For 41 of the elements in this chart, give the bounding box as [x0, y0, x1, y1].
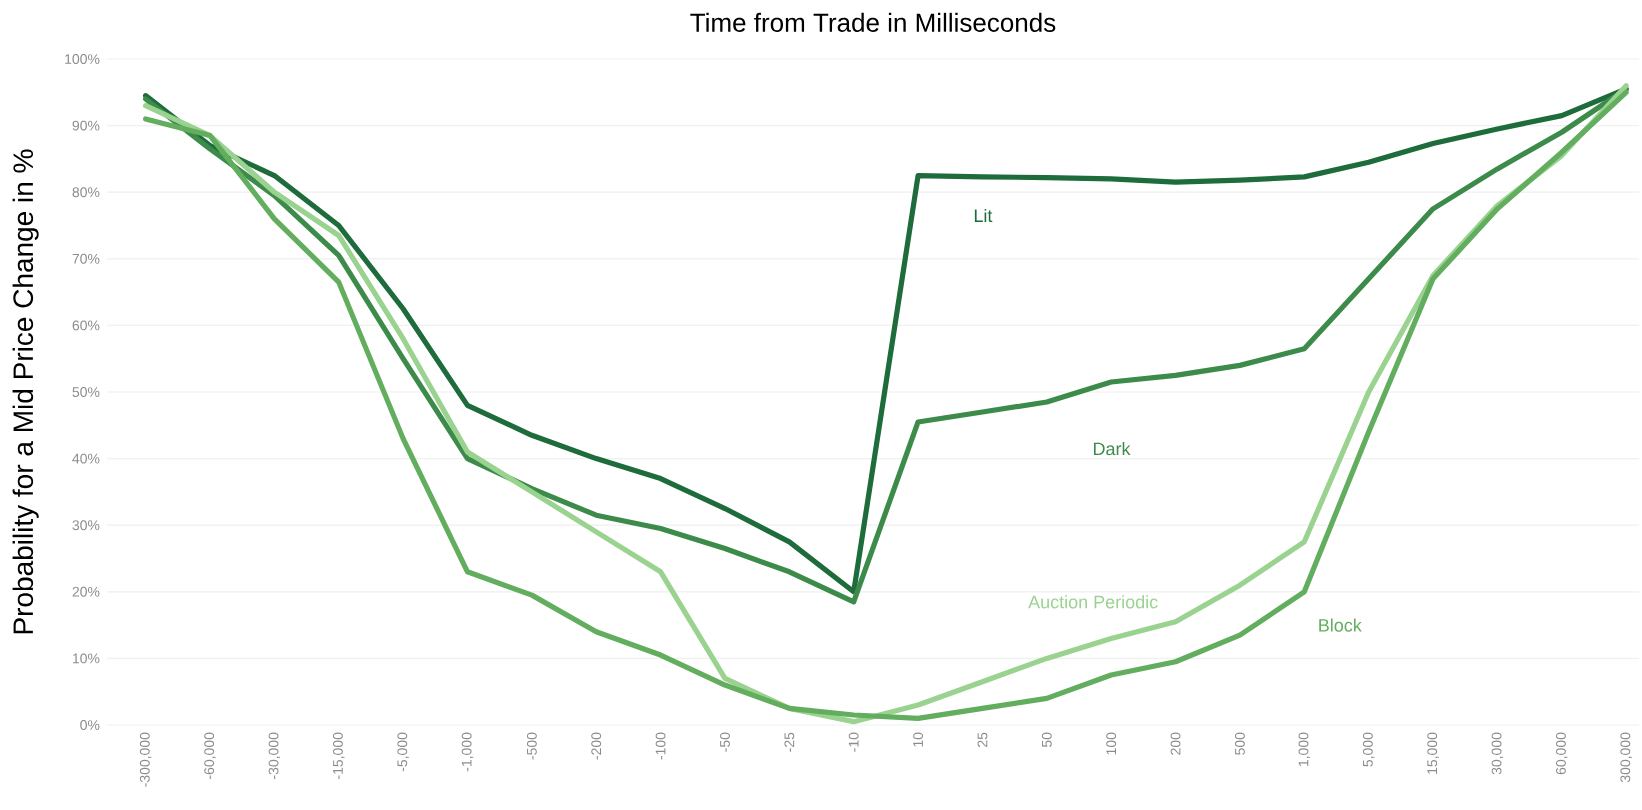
x-tick-label: -1,000 [461, 732, 474, 772]
x-tick-label: -500 [526, 732, 537, 760]
x-tick-label: 100 [1106, 732, 1117, 755]
x-tick-label: 500 [1234, 732, 1245, 755]
x-tick-label: -300,000 [139, 732, 152, 787]
x-tick-label: 25 [977, 732, 988, 747]
x-tick-label: 15,000 [1427, 732, 1439, 774]
x-tick-label: -10 [848, 732, 859, 752]
y-tick-label: 50% [72, 387, 100, 397]
x-tick-label: 300,000 [1620, 732, 1632, 783]
x-tick-label: -5,000 [397, 732, 409, 772]
x-tick-label: 30,000 [1491, 732, 1504, 775]
y-tick-label: 70% [72, 253, 100, 264]
x-tick-label: 1,000 [1298, 732, 1311, 767]
y-tick-label: 90% [72, 120, 100, 131]
text: Dark [1093, 442, 1131, 456]
y-tick-label: 0% [80, 720, 100, 730]
x-tick-label: -60,000 [204, 732, 216, 779]
y-tick-label: 10% [72, 653, 100, 664]
series-label: Auction Periodic [1028, 595, 1158, 609]
y-tick-label: 80% [72, 187, 100, 198]
x-tick-label: -100 [655, 732, 666, 760]
y-tick-label: 20% [72, 586, 100, 597]
x-tick-label: -200 [591, 732, 602, 760]
y-tick-label: 60% [72, 320, 100, 331]
x-tick-label: -15,000 [332, 732, 345, 779]
x-tick-label: 5,000 [1362, 732, 1375, 767]
x-axis-title: Time from Trade in Milliseconds [690, 12, 1056, 32]
x-tick-label: 10 [913, 732, 924, 747]
y-tick-label: 30% [72, 520, 100, 531]
series-label: Block [1319, 618, 1362, 632]
y-axis-title: Probability for a Mid Price Change in % [12, 149, 39, 634]
x-tick-label: 60,000 [1556, 732, 1568, 775]
x-tick-label: 50 [1041, 732, 1052, 748]
x-tick-label: -30,000 [268, 732, 281, 779]
x-tick-label: -25 [784, 732, 795, 752]
x-tick-label: -50 [720, 732, 730, 752]
y-tick-label: 100% [65, 54, 100, 64]
y-tick-label: 40% [72, 453, 100, 464]
series-label: Lit [974, 208, 993, 223]
x-tick-label: 200 [1170, 732, 1181, 755]
